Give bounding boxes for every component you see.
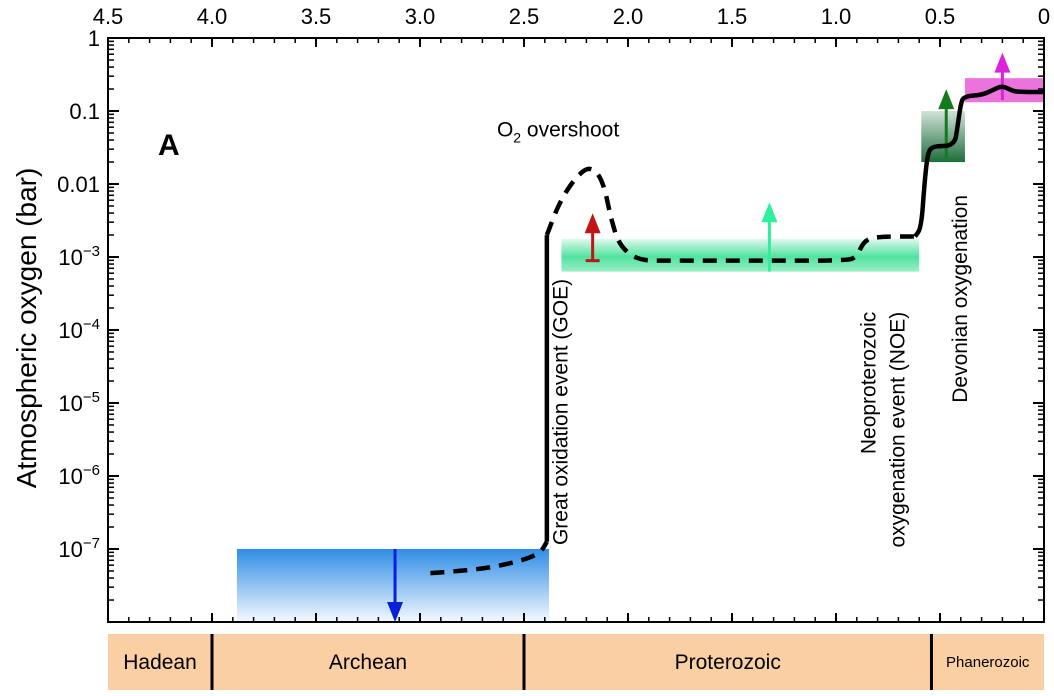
x-tick-label-9: 0 xyxy=(1038,4,1050,29)
x-tick-label-6: 1.5 xyxy=(717,4,748,29)
eon-label-hadean: Hadean xyxy=(123,651,197,674)
devonian-arrow-head xyxy=(994,52,1011,73)
y-tick-label-6: 10−6 xyxy=(58,462,100,489)
x-tick-label-4: 2.5 xyxy=(509,4,540,29)
noe-label-1: Neoproterozoic xyxy=(858,312,881,454)
x-tick-label-2: 3.5 xyxy=(301,4,332,29)
oxygen-curve-dashed-0 xyxy=(430,540,549,576)
archean-arrow-head xyxy=(387,602,404,622)
eon-bar-background xyxy=(108,634,1044,690)
archean-arrow xyxy=(387,549,404,622)
y-tick-label-0: 1 xyxy=(88,26,100,51)
y-axis: 1 0.1 0.01 10−3 10−4 10−5 10−6 10−7 xyxy=(57,26,1044,601)
x-tick-label-8: 0.5 xyxy=(925,4,956,29)
eon-bar: Hadean Archean Proterozoic Phanerozoic xyxy=(108,634,1044,690)
oxygen-curve-dashed-2 xyxy=(544,166,916,263)
oxygen-curve-solid-3 xyxy=(913,84,1044,238)
panel-label: A xyxy=(158,129,180,162)
overshoot-label: O2 overshoot xyxy=(497,119,619,146)
eon-label-archean: Archean xyxy=(329,651,407,674)
x-tick-label-1: 4.0 xyxy=(197,4,228,29)
y-tick-label-1: 0.1 xyxy=(69,99,100,124)
y-axis-title: Atmospheric oxygen (bar) xyxy=(11,168,42,489)
goe-label: Great oxidation event (GOE) xyxy=(550,279,573,545)
devonian-label: Devonian oxygenation xyxy=(949,195,972,403)
x-tick-label-0: 4.5 xyxy=(93,4,124,29)
eon-label-proterozoic: Proterozoic xyxy=(675,651,781,674)
noe-arrow-head xyxy=(938,89,955,110)
noe-label-2: oxygenation event (NOE) xyxy=(887,312,910,548)
x-tick-label-5: 2.0 xyxy=(613,4,644,29)
y-tick-label-4: 10−4 xyxy=(58,316,100,343)
eon-label-phanerozoic: Phanerozoic xyxy=(946,654,1030,671)
y-tick-label-5: 10−5 xyxy=(58,389,100,416)
y-tick-label-7: 10−7 xyxy=(58,535,100,562)
bands-layer xyxy=(236,78,1044,622)
proterozoic-arrow-head xyxy=(761,202,778,223)
arrows-layer xyxy=(387,52,1011,622)
goe-arrow xyxy=(584,213,601,263)
proterozoic-arrow xyxy=(761,202,778,272)
series-layer xyxy=(430,84,1044,576)
x-axis: 4.5 4.0 3.5 3.0 2.5 2.0 1.5 1.0 0.5 0 xyxy=(93,4,1050,622)
x-tick-label-7: 1.0 xyxy=(821,4,852,29)
y-tick-label-3: 10−3 xyxy=(58,243,100,270)
goe-arrow-head xyxy=(584,213,601,234)
annotations-layer: O2 overshoot Great oxidation event (GOE) N… xyxy=(497,119,972,548)
y-tick-label-2: 0.01 xyxy=(57,172,100,197)
noe-arrow xyxy=(938,89,955,159)
x-tick-label-3: 3.0 xyxy=(405,4,436,29)
